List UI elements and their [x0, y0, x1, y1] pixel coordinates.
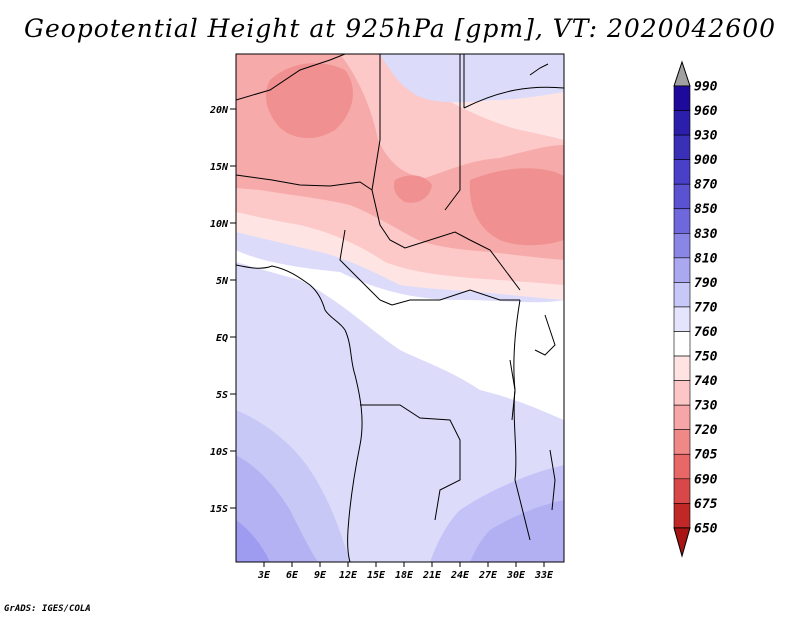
sinai-outline — [529, 63, 549, 76]
lon-label: 33E — [534, 570, 554, 581]
colorbar-cell — [673, 233, 691, 259]
west-africa-coast — [236, 264, 346, 331]
colorbar-label: 760 — [694, 325, 718, 340]
lon-label: 18E — [395, 570, 414, 581]
colorbar-cell — [673, 282, 691, 308]
colorbar-cell — [673, 134, 691, 160]
lat-label: 10N — [210, 219, 229, 230]
colorbar-label: 850 — [694, 202, 718, 217]
central-africa-coast — [344, 329, 363, 562]
egypt-coast — [463, 86, 564, 109]
colorbar-label: 830 — [694, 227, 718, 242]
field-810-830-southwest — [236, 455, 318, 562]
lat-label: 15N — [210, 162, 229, 173]
colorbar-cell — [673, 331, 691, 357]
lake-tanganyika — [509, 359, 516, 421]
lat-label: 20N — [209, 105, 229, 116]
lon-label: 27E — [478, 570, 498, 581]
colorbar-cell — [673, 503, 691, 529]
colorbar-label: 960 — [694, 104, 718, 119]
lake-victoria — [534, 314, 556, 356]
field-760-770 — [236, 250, 564, 420]
colorbar-label: 990 — [694, 80, 718, 95]
country-borders — [236, 54, 564, 562]
colorbar-label: 870 — [694, 178, 718, 193]
field-720-730-west — [265, 63, 353, 139]
colorbar-cell — [673, 85, 691, 111]
lat-label: EQ — [216, 333, 228, 344]
colorbar-cell — [673, 208, 691, 234]
colorbar-labels: 990 960 930 900 870 850 830 810 790 770 … — [694, 80, 718, 537]
colorbar-cell — [673, 159, 691, 185]
colorbar-cell — [673, 183, 691, 210]
map-frame — [235, 53, 565, 563]
car-congo-border — [391, 289, 520, 306]
field-830-850-southwest — [236, 520, 270, 562]
mali-algeria-border — [236, 54, 346, 101]
field-720-730-east — [469, 168, 564, 246]
colorbar-label: 705 — [694, 448, 718, 463]
lon-label: 30E — [506, 570, 526, 581]
lon-label: 12E — [339, 570, 358, 581]
lon-label: 6E — [286, 570, 299, 581]
lon-label: 21E — [422, 570, 442, 581]
colorbar-label: 740 — [694, 374, 718, 389]
colorbar-label: 690 — [694, 472, 718, 487]
lon-label: 24E — [450, 570, 470, 581]
map-field — [236, 54, 564, 562]
colorbar-label: 790 — [694, 276, 718, 291]
colorbar-cell — [673, 355, 691, 381]
latitude-axis: 20N 15N 10N 5N EQ 5S 10S 15S — [209, 105, 236, 515]
colorbar-cell — [673, 404, 691, 430]
nigeria-cameroon-border — [339, 229, 393, 306]
colorbar-cell — [673, 110, 691, 136]
lat-label: 10S — [210, 447, 228, 458]
colorbar-cell — [673, 453, 691, 480]
colorbar-label: 750 — [694, 350, 718, 365]
colorbar-cell — [673, 478, 691, 504]
sudan-chad-border — [444, 54, 461, 211]
lon-label: 3E — [257, 570, 271, 581]
grads-credit: GrADS: IGES/COLA — [4, 604, 91, 614]
field-810-830-southeast — [470, 500, 564, 562]
colorbar-label: 770 — [694, 300, 718, 315]
colorbar-label: 675 — [694, 497, 718, 512]
chad-car-border — [371, 189, 521, 291]
colorbar-label: 730 — [694, 399, 718, 414]
lat-label: 15S — [210, 504, 228, 515]
longitude-axis: 3E 6E 9E 12E 15E 18E 21E 24E 27E 30E 33E — [257, 562, 554, 581]
field-770-790-north — [380, 54, 564, 103]
lon-label: 9E — [314, 570, 327, 581]
colorbar-cell — [673, 306, 691, 332]
lat-label: 5N — [216, 276, 229, 287]
niger-libya-border — [371, 54, 381, 191]
colorbar-cells — [673, 85, 691, 529]
lon-label: 15E — [367, 570, 386, 581]
colorbar-label: 900 — [694, 153, 718, 168]
colorbar-label: 810 — [694, 251, 718, 266]
rift-border — [513, 299, 531, 541]
colorbar-cell — [673, 429, 691, 455]
chart-title: Geopotential Height at 925hPa [gpm], VT:… — [23, 14, 777, 43]
colorbar-cell — [673, 380, 691, 406]
colorbar-bottom-arrow — [673, 527, 691, 558]
lake-malawi — [549, 449, 556, 511]
colorbar-label: 930 — [694, 129, 718, 144]
colorbar-cell — [673, 257, 691, 283]
lat-label: 5S — [216, 390, 228, 401]
colorbar-label: 720 — [694, 423, 718, 438]
colorbar-top-arrow — [673, 60, 691, 87]
field-720-730-chad — [393, 175, 432, 203]
colorbar: 990 960 930 900 870 850 830 810 790 770 … — [673, 60, 718, 558]
angola-border — [360, 404, 461, 521]
colorbar-label: 650 — [694, 521, 718, 536]
sahel-border — [236, 174, 373, 191]
